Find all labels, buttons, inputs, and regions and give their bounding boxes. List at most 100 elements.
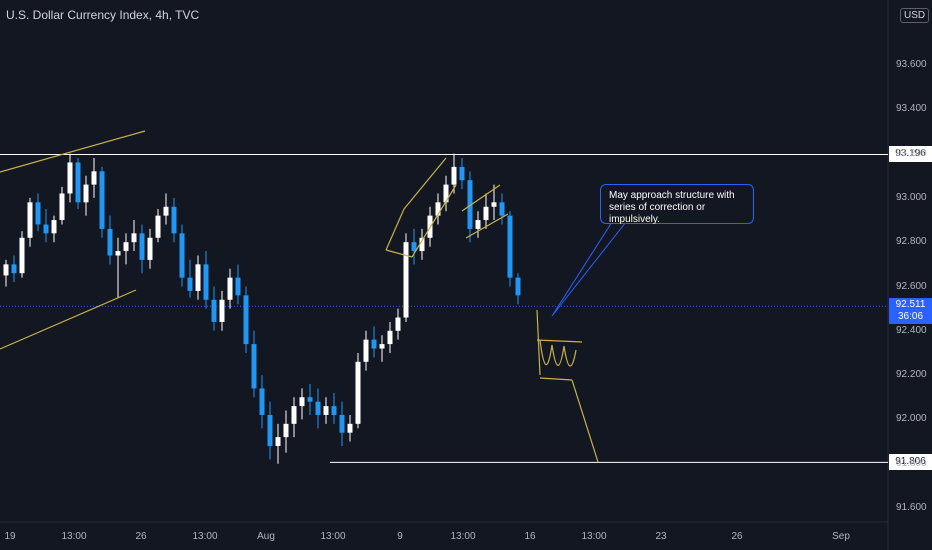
candle-body <box>515 277 521 296</box>
candle-body <box>75 162 81 203</box>
candle-body <box>459 166 465 181</box>
annotation-callout[interactable]: May approach structure with series of co… <box>600 184 754 225</box>
candle-body <box>251 344 257 389</box>
current-price-value: 92.511 <box>895 299 926 311</box>
callout-pointer <box>551 221 627 317</box>
candle-body <box>419 237 425 252</box>
wedge-line <box>403 157 447 210</box>
flag-line <box>465 213 509 239</box>
candle-body <box>187 277 193 291</box>
candle-body <box>395 317 401 331</box>
candle-body <box>475 220 481 229</box>
candle-body <box>411 242 417 252</box>
candle-body <box>331 406 337 415</box>
candle-body <box>243 295 249 345</box>
candle-body <box>179 233 185 278</box>
price-tick-label: 93.200 <box>896 147 927 159</box>
candle-body <box>291 406 297 424</box>
candle-body <box>19 237 25 274</box>
candle-body <box>91 171 97 185</box>
candle-body <box>3 264 9 276</box>
candle-body <box>371 339 377 349</box>
price-tick-label: 91.800 <box>896 457 927 469</box>
candle-body <box>299 397 305 407</box>
candle-body <box>315 401 321 415</box>
time-tick-label: 9 <box>397 531 403 542</box>
candle-body <box>59 193 65 221</box>
candle-body <box>363 339 369 362</box>
time-tick-label: 13:00 <box>192 531 218 542</box>
candle-body <box>355 361 361 424</box>
time-tick-label: 13:00 <box>320 531 346 542</box>
price-tick-label: 93.000 <box>896 191 927 203</box>
candle-body <box>491 202 497 207</box>
time-tick-label: 16 <box>524 531 536 542</box>
candle-body <box>107 228 113 256</box>
candle-body <box>451 166 457 185</box>
price-tick-label: 91.600 <box>896 502 927 513</box>
candle-body <box>115 251 121 256</box>
candle-body <box>507 215 513 278</box>
candle-body <box>235 277 241 296</box>
candle-body <box>67 162 73 194</box>
bar-countdown: 36:06 <box>897 311 924 323</box>
price-tick-label: 92.800 <box>896 236 927 248</box>
time-tick-label: Sep <box>832 531 850 542</box>
candle-body <box>339 414 345 433</box>
price-tick-label: 93.600 <box>896 59 927 70</box>
candle-body <box>35 202 41 225</box>
candle-body <box>227 277 233 300</box>
time-tick-label: 26 <box>135 531 147 542</box>
time-tick-label: 23 <box>655 531 667 542</box>
candle-body <box>171 206 177 234</box>
candle-body <box>435 202 441 216</box>
candle-body <box>379 344 385 349</box>
wedge-line <box>411 184 457 258</box>
current-price-tag: 92.511 36:06 <box>889 298 932 325</box>
price-tick-label: 92.600 <box>896 280 927 292</box>
time-tick-label: 19 <box>4 531 16 542</box>
candle-body <box>195 264 201 291</box>
candle-body <box>267 414 273 446</box>
flag-line <box>461 184 501 212</box>
time-tick-label: Aug <box>257 531 275 542</box>
time-tick-label: 13:00 <box>61 531 87 542</box>
candle-body <box>43 224 49 234</box>
candle-body <box>259 388 265 415</box>
candle-body <box>323 406 329 415</box>
price-tick-label: 93.400 <box>896 103 927 115</box>
wedge-line <box>385 249 413 258</box>
candle-body <box>203 264 209 300</box>
candle-body <box>275 437 281 446</box>
time-tick-label: 26 <box>731 531 743 542</box>
candle-body <box>163 206 169 216</box>
candle-body <box>307 397 313 402</box>
wedge-line <box>385 208 405 251</box>
candle-body <box>499 202 505 216</box>
candle-body <box>11 264 17 274</box>
chart-title: U.S. Dollar Currency Index, 4h, TVC <box>6 8 200 22</box>
candle-body <box>83 184 89 203</box>
candle-body <box>443 184 449 203</box>
candle-body <box>483 206 489 221</box>
candle-body <box>283 423 289 438</box>
currency-badge[interactable]: USD <box>900 8 930 23</box>
time-tick-label: 13:00 <box>581 531 607 542</box>
projection-path <box>536 309 599 463</box>
time-tick-label: 13:00 <box>450 531 476 542</box>
candle-body <box>347 423 353 433</box>
price-tick-label: 92.000 <box>896 413 927 425</box>
channel-lower-trendline <box>0 289 137 350</box>
candle-body <box>123 242 129 252</box>
correction-wave-path <box>539 339 577 367</box>
candle-body <box>99 171 105 229</box>
candle-body <box>403 242 409 318</box>
candle-body <box>131 233 137 243</box>
price-tick-label: 92.200 <box>896 369 927 381</box>
candle-body <box>139 233 145 260</box>
candle-body <box>51 220 57 234</box>
candle-body <box>147 237 153 260</box>
candle-body <box>387 330 393 345</box>
channel-upper-trendline <box>0 130 146 173</box>
